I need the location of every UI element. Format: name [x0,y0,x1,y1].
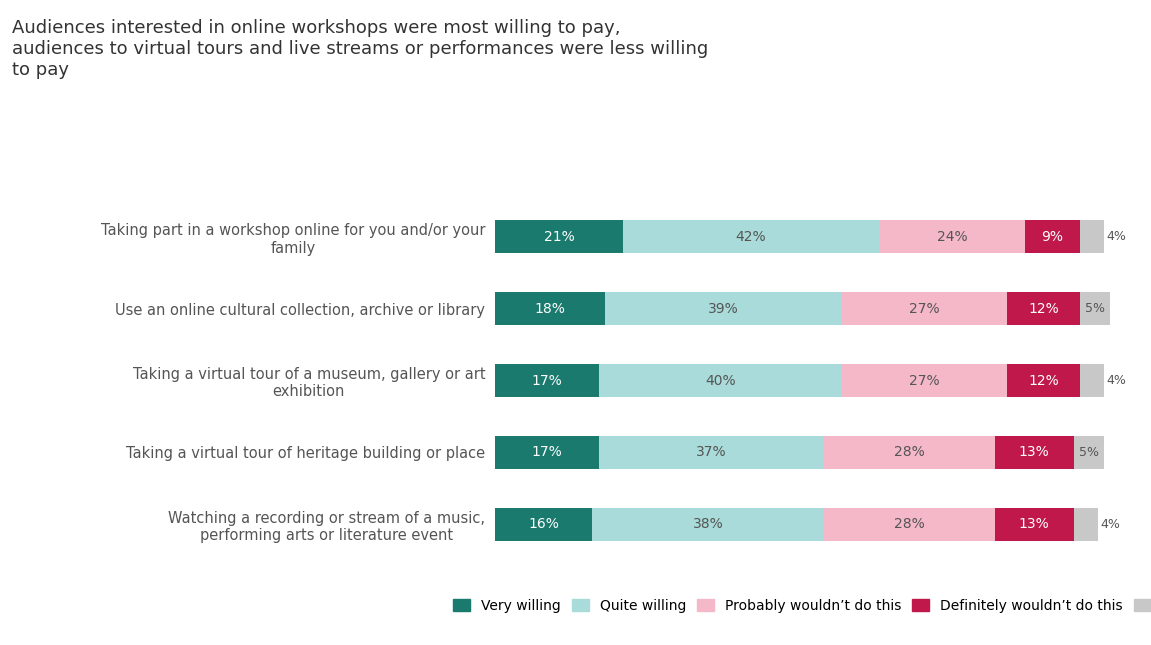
Text: 9%: 9% [1042,230,1064,244]
Bar [599,436,824,469]
Bar [495,292,604,325]
Legend: Very willing, Quite willing, Probably wouldn’t do this, Definitely wouldn’t do t: Very willing, Quite willing, Probably wo… [448,593,1151,619]
Bar [1007,364,1080,397]
Text: 12%: 12% [1028,302,1059,315]
Text: 5%: 5% [1085,302,1105,315]
Text: Audiences interested in online workshops were most willing to pay,
audiences to : Audiences interested in online workshops… [12,19,708,79]
Bar [1074,508,1098,541]
Bar [843,292,1007,325]
Bar [879,221,1026,253]
Text: 4%: 4% [1100,518,1120,531]
Bar [1080,364,1104,397]
Bar [599,364,843,397]
Text: 16%: 16% [528,517,559,531]
Bar [495,436,599,469]
Bar [1026,221,1080,253]
Text: 39%: 39% [708,302,739,315]
Bar [1080,221,1104,253]
Text: 28%: 28% [894,517,924,531]
Bar [843,364,1007,397]
Bar [1080,292,1111,325]
Text: 38%: 38% [693,517,724,531]
Bar [994,508,1074,541]
Text: 13%: 13% [1019,517,1050,531]
Text: 27%: 27% [909,373,940,388]
Text: 24%: 24% [937,230,967,244]
Bar [824,436,994,469]
Bar [1007,292,1080,325]
Text: 4%: 4% [1106,230,1126,243]
Text: 37%: 37% [696,446,726,459]
Text: 40%: 40% [706,373,735,388]
Bar [495,508,593,541]
Bar [994,436,1074,469]
Text: 17%: 17% [532,373,562,388]
Text: 28%: 28% [894,446,924,459]
Bar [604,292,843,325]
Text: 5%: 5% [1078,446,1099,459]
Bar [623,221,879,253]
Bar [495,364,599,397]
Text: 27%: 27% [909,302,940,315]
Bar [495,221,623,253]
Bar [593,508,824,541]
Bar [824,508,994,541]
Text: 18%: 18% [534,302,565,315]
Text: 13%: 13% [1019,446,1050,459]
Text: 4%: 4% [1106,374,1126,387]
Text: 21%: 21% [543,230,574,244]
Text: 12%: 12% [1028,373,1059,388]
Text: 42%: 42% [735,230,767,244]
Bar [1074,436,1104,469]
Text: 17%: 17% [532,446,562,459]
